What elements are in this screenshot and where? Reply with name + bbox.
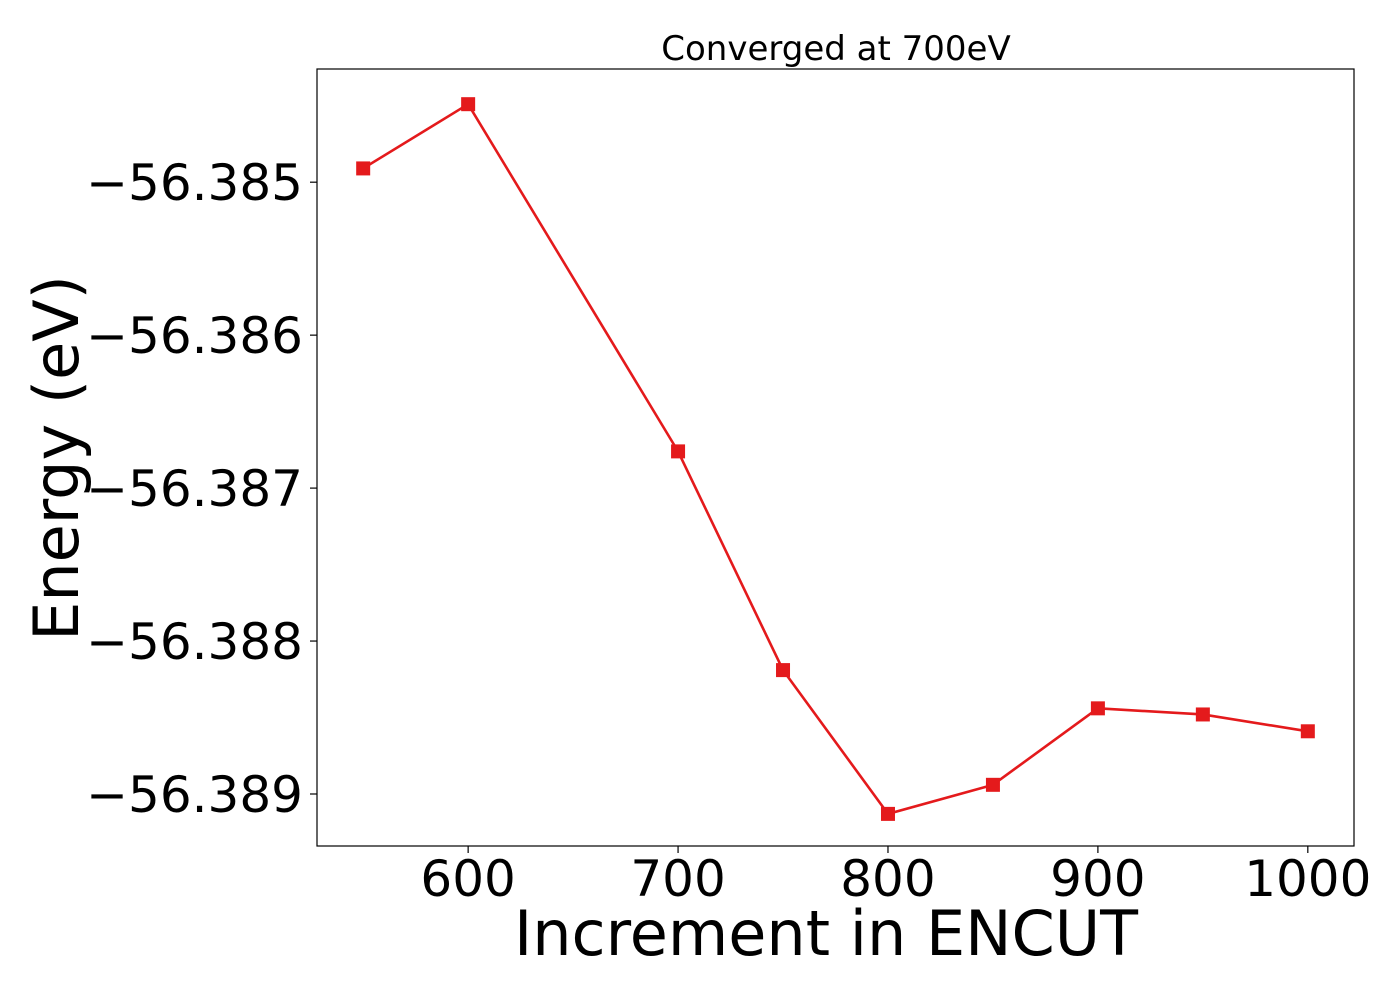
data-point-marker: [776, 663, 791, 678]
y-tick-label: −56.385: [86, 154, 303, 212]
data-point-marker: [880, 806, 895, 821]
x-tick-label: 900: [1050, 850, 1145, 908]
data-point-marker: [1195, 707, 1210, 722]
x-tick-label: 800: [840, 850, 935, 908]
x-tick-label: 1000: [1244, 850, 1371, 908]
y-tick-label: −56.386: [86, 307, 303, 365]
data-point-marker: [356, 161, 371, 176]
plot-frame: [316, 68, 1355, 847]
y-tick-label: −56.387: [86, 460, 303, 518]
x-axis-ticks: 600 700 800 900 1000: [420, 846, 1371, 908]
x-tick-label: 700: [630, 850, 725, 908]
data-point-marker: [461, 97, 476, 112]
y-axis-label: Energy (eV): [20, 275, 93, 641]
data-point-marker: [671, 444, 686, 459]
series-layer: [356, 97, 1315, 821]
chart-title: Converged at 700eV: [661, 29, 1010, 69]
x-tick-label: 600: [420, 850, 515, 908]
x-axis-label: Increment in ENCUT: [514, 897, 1139, 970]
y-axis-ticks: −56.385 −56.386 −56.387 −56.388 −56.389: [86, 154, 317, 824]
data-point-marker: [985, 777, 1000, 792]
y-tick-label: −56.389: [86, 766, 303, 824]
data-point-marker: [1090, 701, 1105, 716]
y-tick-label: −56.388: [86, 613, 303, 671]
data-point-marker: [1300, 724, 1315, 739]
